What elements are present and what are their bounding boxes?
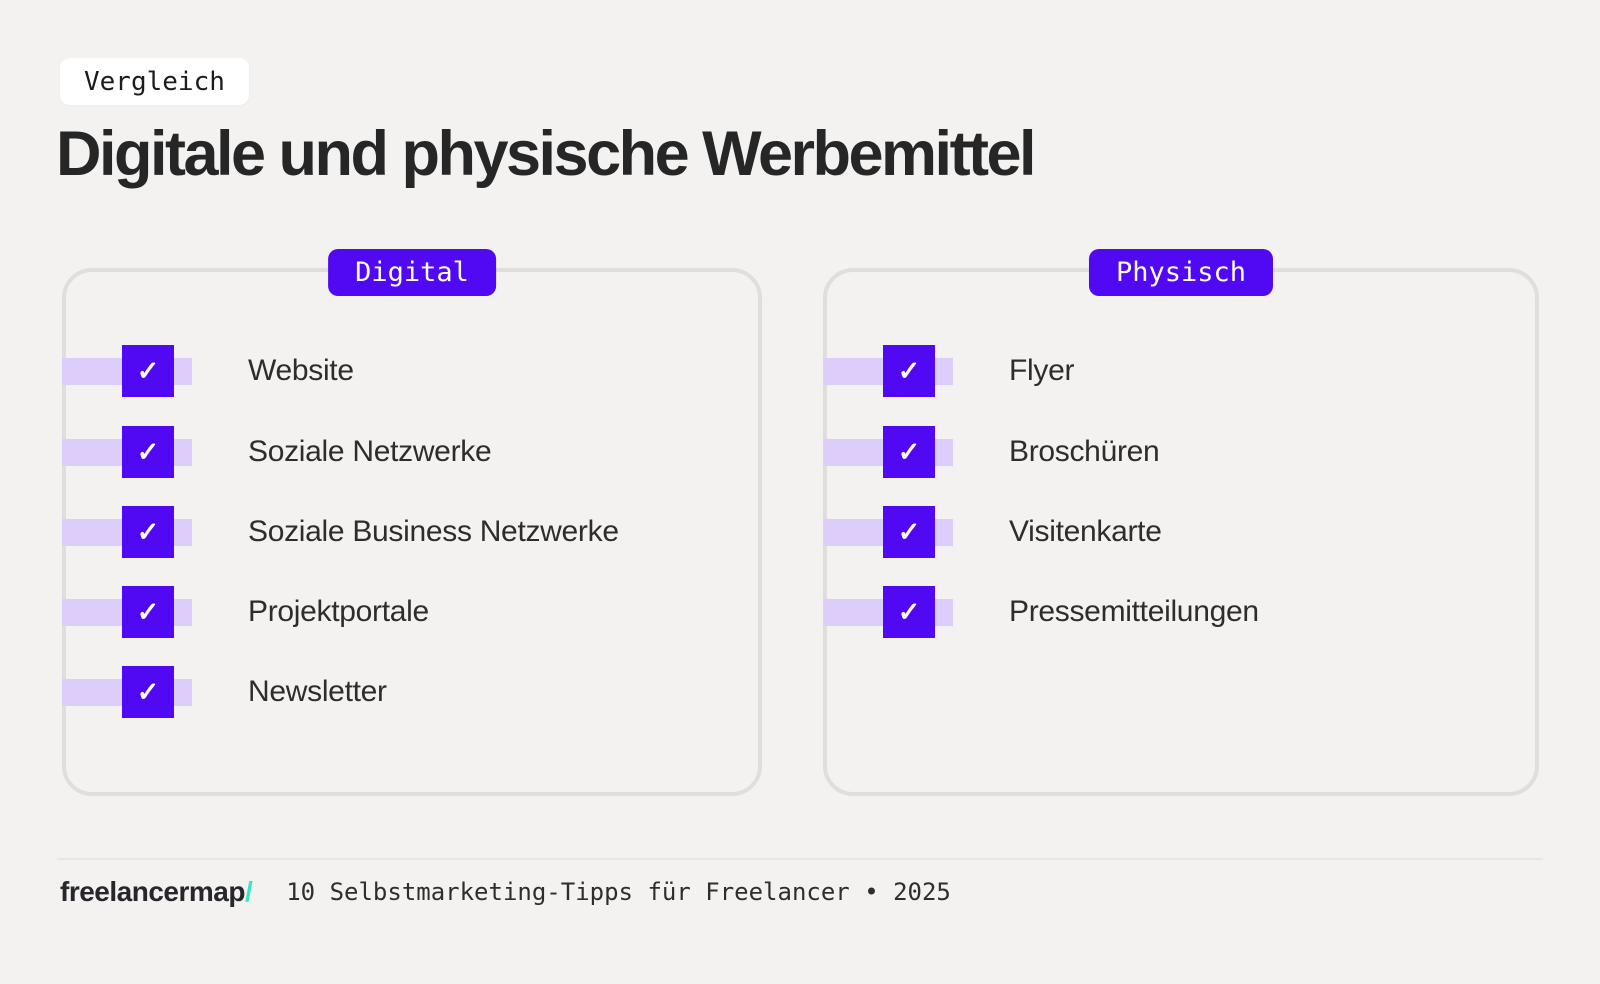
checklist-item-label: Newsletter (248, 675, 387, 708)
checklist-item: ✓ Pressemitteilungen (823, 586, 1463, 638)
check-icon: ✓ (897, 596, 921, 627)
logo-text: freelancermap (60, 876, 245, 907)
checklist-item: ✓ Projektportale (62, 586, 702, 638)
checklist-item-label: Flyer (1009, 354, 1075, 387)
check-icon: ✓ (136, 516, 160, 547)
vergleich-tag-badge: Vergleich (60, 58, 249, 105)
checklist-item: ✓ Website (62, 345, 702, 397)
physisch-card-badge: Physisch (1088, 249, 1274, 296)
checkbox-icon: ✓ (122, 345, 174, 397)
checkbox-icon: ✓ (883, 426, 935, 478)
physisch-card-badge-label: Physisch (1115, 257, 1247, 288)
footer: freelancermap/ 10 Selbstmarketing-Tipps … (60, 876, 951, 908)
check-icon: ✓ (897, 516, 921, 547)
checkbox-icon: ✓ (883, 586, 935, 638)
footer-caption: 10 Selbstmarketing-Tipps für Freelancer … (286, 878, 951, 906)
checkbox-icon: ✓ (122, 666, 174, 718)
digital-card-badge: Digital (328, 249, 496, 296)
checklist-item-label: Pressemitteilungen (1009, 595, 1259, 628)
physisch-card: Physisch ✓ Flyer ✓ Broschüren ✓ Visitenk… (823, 249, 1539, 796)
checkbox-icon: ✓ (122, 506, 174, 558)
checklist-item: ✓ Visitenkarte (823, 506, 1463, 558)
checklist-item: ✓ Soziale Netzwerke (62, 426, 702, 478)
check-icon: ✓ (897, 355, 921, 386)
checklist-item-label: Projektportale (248, 595, 429, 628)
freelancermap-logo: freelancermap/ (60, 876, 253, 908)
checklist-item-label: Broschüren (1009, 435, 1160, 468)
check-icon: ✓ (136, 676, 160, 707)
checklist-item-label: Soziale Netzwerke (248, 435, 492, 468)
check-icon: ✓ (136, 436, 160, 467)
page-title: Digitale und physische Werbemittel (56, 119, 1037, 189)
checklist-item: ✓ Flyer (823, 345, 1463, 397)
footer-divider (57, 858, 1543, 860)
checkbox-icon: ✓ (883, 345, 935, 397)
checklist-item: ✓ Soziale Business Netzwerke (62, 506, 702, 558)
check-icon: ✓ (897, 436, 921, 467)
checkbox-icon: ✓ (122, 426, 174, 478)
check-icon: ✓ (136, 355, 160, 386)
digital-card-badge-label: Digital (355, 257, 469, 288)
checklist-item-label: Visitenkarte (1009, 515, 1162, 548)
checkbox-icon: ✓ (883, 506, 935, 558)
vergleich-tag-label: Vergleich (84, 66, 225, 97)
checklist-item-label: Soziale Business Netzwerke (248, 515, 619, 548)
checklist-item-label: Website (248, 354, 354, 387)
checklist-item: ✓ Broschüren (823, 426, 1463, 478)
checklist-item: ✓ Newsletter (62, 666, 702, 718)
logo-slash-icon: / (244, 876, 253, 907)
digital-card: Digital ✓ Website ✓ Soziale Netzwerke ✓ … (62, 249, 762, 796)
checkbox-icon: ✓ (122, 586, 174, 638)
check-icon: ✓ (136, 596, 160, 627)
